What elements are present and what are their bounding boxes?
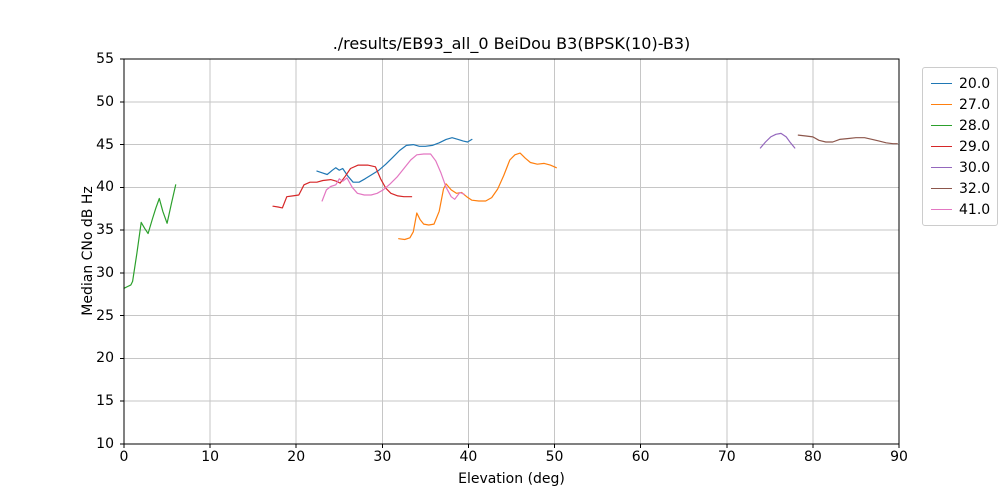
legend-label: 27.0 [959,96,991,113]
series-line-30.0 [759,132,796,149]
legend-label: 32.0 [959,180,991,197]
x-tick-label: 90 [890,449,908,465]
legend-line-sample [931,125,952,126]
y-tick-label: 55 [96,51,114,67]
series-line-41.0 [321,153,465,202]
legend-label: 29.0 [959,138,991,155]
y-tick-label: 50 [96,93,114,110]
x-tick-label: 0 [119,449,129,465]
legend-label: 28.0 [959,117,991,134]
legend-item-29.0: 29.0 [931,136,997,157]
legend-line-sample [931,104,952,105]
x-axis-label: Elevation (deg) [458,471,565,487]
legend-line-sample [931,83,952,84]
legend-item-20.0: 20.0 [931,73,997,94]
legend-label: 41.0 [959,201,991,218]
x-tick-label: 80 [803,449,822,465]
legend-line-sample [931,146,952,147]
legend-item-28.0: 28.0 [931,115,997,136]
x-tick-label: 20 [287,449,306,465]
legend-item-32.0: 32.0 [931,178,997,199]
y-tick-label: 10 [96,436,114,452]
x-tick-label: 70 [717,449,736,465]
y-tick-label: 40 [96,179,114,196]
legend-item-30.0: 30.0 [931,157,997,178]
series-line-32.0 [797,134,898,145]
y-tick-label: 45 [96,136,114,153]
x-tick-label: 50 [545,449,564,465]
legend-line-sample [931,188,952,189]
y-tick-label: 20 [96,350,114,367]
legend-line-sample [931,167,952,168]
series-line-20.0 [316,137,473,183]
series-line-27.0 [398,152,557,241]
legend-label: 30.0 [959,159,991,176]
chart-title: ./results/EB93_all_0 BeiDou B3(BPSK(10)-… [332,34,691,53]
x-tick-label: 30 [373,449,392,465]
y-tick-label: 15 [96,393,114,410]
series-line-28.0 [123,184,177,289]
legend: 20.0 27.0 28.0 29.0 30.0 32.0 41.0 [922,67,998,226]
y-tick-label: 30 [96,264,114,281]
legend-line-sample [931,209,952,210]
y-tick-label: 35 [96,222,114,239]
y-tick-label: 25 [96,307,114,324]
legend-label: 20.0 [959,75,991,92]
plot-border [123,58,900,445]
series-line-29.0 [272,164,413,209]
x-tick-label: 10 [201,449,220,465]
x-tick-label: 60 [631,449,650,465]
x-tick-label: 40 [459,449,478,465]
legend-item-41.0: 41.0 [931,199,997,220]
legend-item-27.0: 27.0 [931,94,997,115]
